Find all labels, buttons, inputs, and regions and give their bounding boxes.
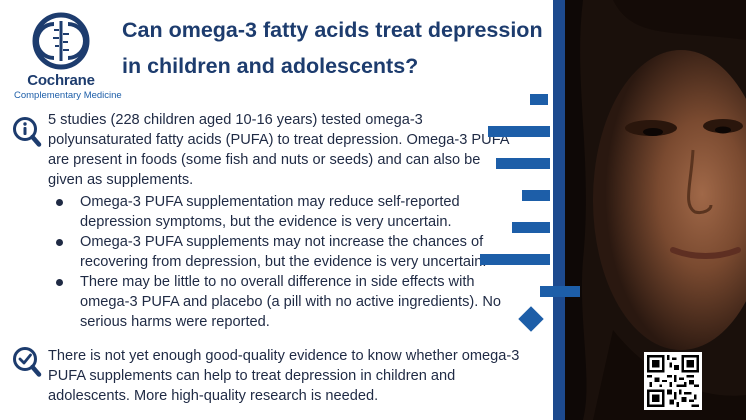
list-item: There may be little to no overall differ… <box>56 272 518 332</box>
findings-list: Omega-3 PUFA supplementation may reduce … <box>48 192 518 332</box>
decor-bar <box>530 94 548 105</box>
decor-diamond <box>518 306 544 332</box>
magnifier-info-icon <box>12 116 42 153</box>
decor-bar <box>480 254 550 265</box>
finding-text: Omega-3 PUFA supplementation may reduce … <box>80 194 460 230</box>
bullet-icon <box>56 199 63 206</box>
bullet-icon <box>56 279 63 286</box>
magnifier-check-icon <box>12 346 42 383</box>
summary-section: 5 studies (228 children aged 10-16 years… <box>48 110 518 332</box>
decor-bar <box>496 158 550 169</box>
list-item: Omega-3 PUFA supplements may not increas… <box>56 232 518 272</box>
brand-subtitle: Complementary Medicine <box>14 90 122 101</box>
decor-bar <box>540 286 580 297</box>
qr-code-icon[interactable] <box>644 352 702 410</box>
finding-text: Omega-3 PUFA supplements may not increas… <box>80 234 487 270</box>
cochrane-logo-icon <box>32 12 90 70</box>
brand-name: Cochrane <box>27 72 95 89</box>
decor-bar <box>512 222 550 233</box>
conclusion-text: There is not yet enough good-quality evi… <box>48 348 520 404</box>
summary-intro: 5 studies (228 children aged 10-16 years… <box>48 112 509 188</box>
list-item: Omega-3 PUFA supplementation may reduce … <box>56 192 518 232</box>
accent-band <box>553 0 565 420</box>
decor-bar <box>488 126 550 137</box>
bullet-icon <box>56 239 63 246</box>
page-title: Can omega-3 fatty acids treat depression… <box>122 18 543 78</box>
cochrane-logo: Cochrane Complementary Medicine <box>14 12 122 101</box>
decor-bar <box>522 190 550 201</box>
portrait-photo <box>553 0 746 420</box>
finding-text: There may be little to no overall differ… <box>80 274 502 330</box>
